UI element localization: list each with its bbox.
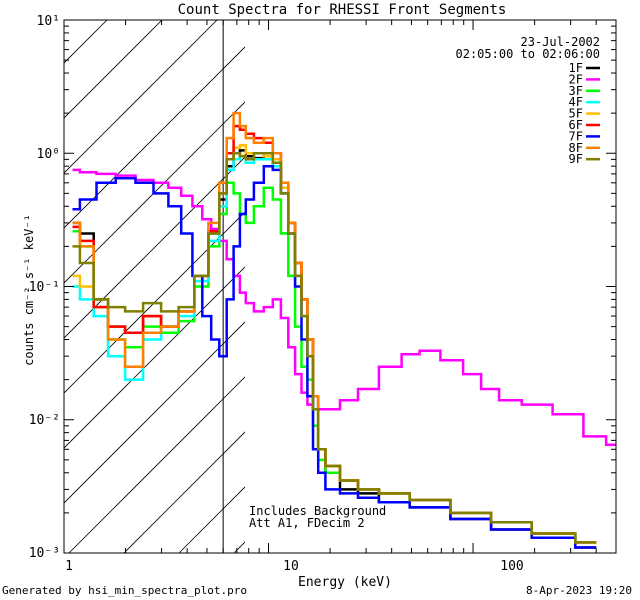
date-label: 23-Jul-2002 xyxy=(521,35,600,49)
hatch-line xyxy=(399,0,640,553)
hatch-line xyxy=(64,20,218,174)
hatch-line xyxy=(64,20,108,64)
series-5F xyxy=(72,143,597,544)
hatch-line xyxy=(64,211,245,394)
attenuator-hatch xyxy=(0,0,640,553)
series-9F xyxy=(72,152,597,544)
series-1F xyxy=(72,149,597,549)
series-7F xyxy=(72,164,597,549)
spectra-series xyxy=(72,111,616,549)
y-axis-label: counts cm⁻² s⁻¹ keV⁻¹ xyxy=(22,214,36,366)
y-tick-label-1e-3: 10⁻³ xyxy=(29,546,60,561)
legend-label-9F: 9F xyxy=(569,152,583,166)
annotation-background: Includes Background xyxy=(249,504,386,518)
legend-label-2F: 2F xyxy=(569,72,583,86)
legend-label-7F: 7F xyxy=(569,129,583,143)
hatch-line xyxy=(123,431,245,553)
x-tick-label-10: 10 xyxy=(283,559,299,574)
hatch-line xyxy=(64,321,245,504)
hatch-line xyxy=(64,46,245,229)
series-6F xyxy=(72,124,597,544)
axis-ticks xyxy=(63,19,617,554)
hatch-line xyxy=(68,376,245,553)
footer-timestamp: 8-Apr-2023 19:20 xyxy=(526,584,632,597)
legend-label-1F: 1F xyxy=(569,61,583,75)
hatch-line xyxy=(64,156,245,339)
x-tick-label-1: 1 xyxy=(65,559,73,574)
legend-label-4F: 4F xyxy=(569,95,583,109)
legend-label-5F: 5F xyxy=(569,107,583,121)
legend-label-6F: 6F xyxy=(569,118,583,132)
legend-label-3F: 3F xyxy=(569,84,583,98)
hatch-line xyxy=(0,0,9,553)
footer-generator: Generated by hsi_min_spectra_plot.pro xyxy=(2,584,247,597)
hatch-line xyxy=(289,0,640,553)
x-axis-label: Energy (keV) xyxy=(298,575,392,590)
annotation-attenuator: Att A1, FDecim 2 xyxy=(249,516,365,530)
x-tick-label-100: 100 xyxy=(500,559,523,574)
hatch-line xyxy=(64,266,245,449)
y-tick-label-1e-2: 10⁻² xyxy=(29,413,60,428)
series-2F xyxy=(72,168,616,446)
legend-label-8F: 8F xyxy=(569,141,583,155)
hatch-line xyxy=(454,0,640,553)
y-tick-label-1e0: 10⁰ xyxy=(37,147,60,162)
hatch-line xyxy=(0,0,119,553)
y-tick-label-1e-1: 10⁻¹ xyxy=(29,280,60,295)
y-tick-label-1e1: 10¹ xyxy=(37,14,60,29)
chart-title: Count Spectra for RHESSI Front Segments xyxy=(178,2,507,18)
hatch-line xyxy=(344,0,640,553)
hatch-line xyxy=(64,20,163,119)
time-range-label: 02:05:00 to 02:06:00 xyxy=(456,47,601,61)
series-4F xyxy=(72,154,597,544)
